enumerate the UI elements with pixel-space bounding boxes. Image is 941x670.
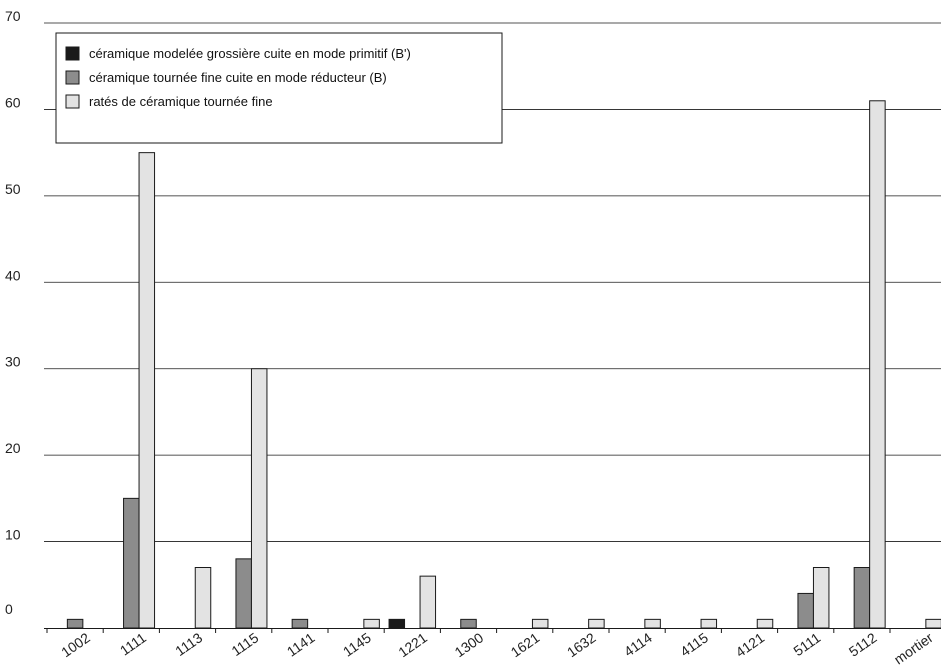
x-tick-label: 1221 — [395, 629, 430, 660]
y-tick-label: 40 — [5, 267, 21, 283]
x-tick-label: 1300 — [452, 629, 487, 660]
y-tick-label: 20 — [5, 440, 21, 456]
x-tick-label: 5112 — [846, 629, 880, 659]
x-tick-label: 1145 — [340, 629, 374, 659]
legend-swatch — [65, 70, 80, 85]
x-axis — [44, 628, 941, 633]
bar — [531, 618, 549, 629]
y-tick-label: 50 — [5, 181, 21, 197]
bar — [925, 618, 941, 629]
x-tick-label: 1113 — [172, 629, 205, 659]
bar — [250, 368, 268, 629]
y-tick-label: 30 — [5, 354, 21, 370]
bars — [66, 100, 941, 629]
bar — [588, 618, 605, 629]
x-tick-label: 1115 — [228, 629, 261, 659]
bar — [797, 592, 814, 629]
bar — [853, 567, 871, 629]
y-tick-label: 60 — [5, 94, 21, 110]
x-tick-label: 1621 — [508, 629, 543, 660]
legend-swatch — [65, 46, 80, 61]
bar — [460, 618, 477, 629]
x-tick-label: 4114 — [621, 629, 655, 659]
x-tick-label: 1002 — [58, 629, 93, 660]
y-tick-label: 70 — [5, 8, 21, 24]
x-tick-label: mortier — [891, 629, 936, 667]
legend-label: ratés de céramique tournée fine — [89, 94, 273, 109]
x-tick-label: 1141 — [284, 629, 318, 659]
y-tick-label: 0 — [5, 601, 13, 617]
bar — [419, 575, 437, 629]
x-axis-ticks: 1002 1111 1113 1115 1141 1145 1221 1300 1621 1632… — [58, 629, 936, 667]
x-tick-label: 1632 — [564, 629, 599, 660]
legend-label: céramique modelée grossière cuite en mod… — [89, 46, 411, 61]
legend-box — [55, 32, 503, 144]
y-axis-ticks: 0 10 20 30 40 50 60 70 — [5, 8, 21, 617]
x-tick-label: 4115 — [677, 629, 711, 659]
bar — [66, 618, 84, 629]
bar — [756, 618, 774, 629]
x-tick-label: 4121 — [733, 629, 768, 660]
y-tick-label: 10 — [5, 527, 21, 543]
bar — [235, 558, 252, 629]
bar — [869, 100, 886, 629]
bar — [291, 618, 309, 629]
bar — [644, 618, 661, 629]
x-tick-label: 5111 — [790, 629, 823, 659]
bar — [138, 152, 156, 629]
bar — [388, 618, 406, 629]
bar — [700, 618, 718, 629]
bar — [123, 497, 140, 629]
bar — [812, 567, 830, 629]
legend-label: céramique tournée fine cuite en mode réd… — [89, 70, 387, 85]
legend-swatch — [65, 94, 80, 109]
bar — [363, 618, 380, 629]
legend: céramique modelée grossière cuite en mod… — [55, 32, 503, 144]
bar — [194, 567, 212, 629]
x-tick-label: 1111 — [117, 629, 149, 658]
